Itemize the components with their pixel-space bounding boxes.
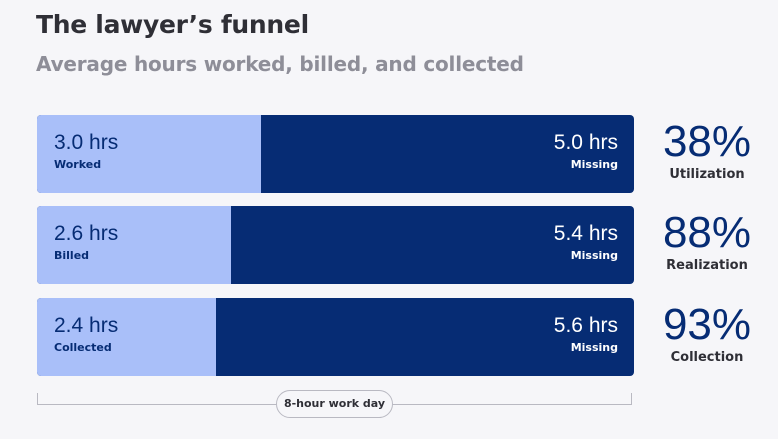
work-day-label: 8-hour work day — [276, 390, 393, 418]
bracket-tick-right — [631, 393, 632, 405]
value-label-billed: 2.6 hrs — [54, 222, 119, 245]
missing-value-label-collected: 5.6 hrs — [553, 314, 618, 337]
value-label-worked: 3.0 hrs — [54, 131, 119, 154]
percent-collection: 93% — [662, 300, 752, 349]
bracket-tick-left — [37, 393, 38, 405]
metric-label-realization: Realization — [666, 258, 748, 273]
percent-utilization: 38% — [662, 117, 752, 166]
metric-label-collection: Collection — [670, 350, 744, 365]
category-label-billed: Billed — [54, 249, 90, 262]
funnel-row-collected: 2.4 hrs Collected 5.6 hrs Missing 93% Co… — [37, 298, 753, 376]
bar-fill-billed — [37, 206, 232, 284]
bar-track: 2.4 hrs Collected 5.6 hrs Missing — [37, 298, 634, 376]
funnel-row-worked: 3.0 hrs Worked 5.0 hrs Missing 38% Utili… — [37, 115, 753, 193]
missing-value-label-billed: 5.4 hrs — [553, 222, 618, 245]
missing-label-worked: Missing — [570, 158, 618, 171]
missing-value-label-worked: 5.0 hrs — [553, 131, 618, 154]
bar-fill-worked — [37, 115, 261, 193]
funnel-row-billed: 2.6 hrs Billed 5.4 hrs Missing 88% Reali… — [37, 206, 753, 284]
chart-subtitle: Average hours worked, billed, and collec… — [36, 52, 524, 76]
metric-label-utilization: Utilization — [669, 167, 745, 182]
percent-realization: 88% — [662, 208, 752, 257]
chart-title: The lawyer’s funnel — [36, 10, 309, 39]
category-label-collected: Collected — [54, 341, 112, 354]
bar-track: 3.0 hrs Worked 5.0 hrs Missing — [37, 115, 634, 193]
bar-fill-collected — [37, 298, 217, 376]
missing-label-collected: Missing — [570, 341, 618, 354]
missing-label-billed: Missing — [570, 249, 618, 262]
bar-track: 2.6 hrs Billed 5.4 hrs Missing — [37, 206, 634, 284]
value-label-collected: 2.4 hrs — [54, 314, 119, 337]
category-label-worked: Worked — [54, 158, 102, 171]
